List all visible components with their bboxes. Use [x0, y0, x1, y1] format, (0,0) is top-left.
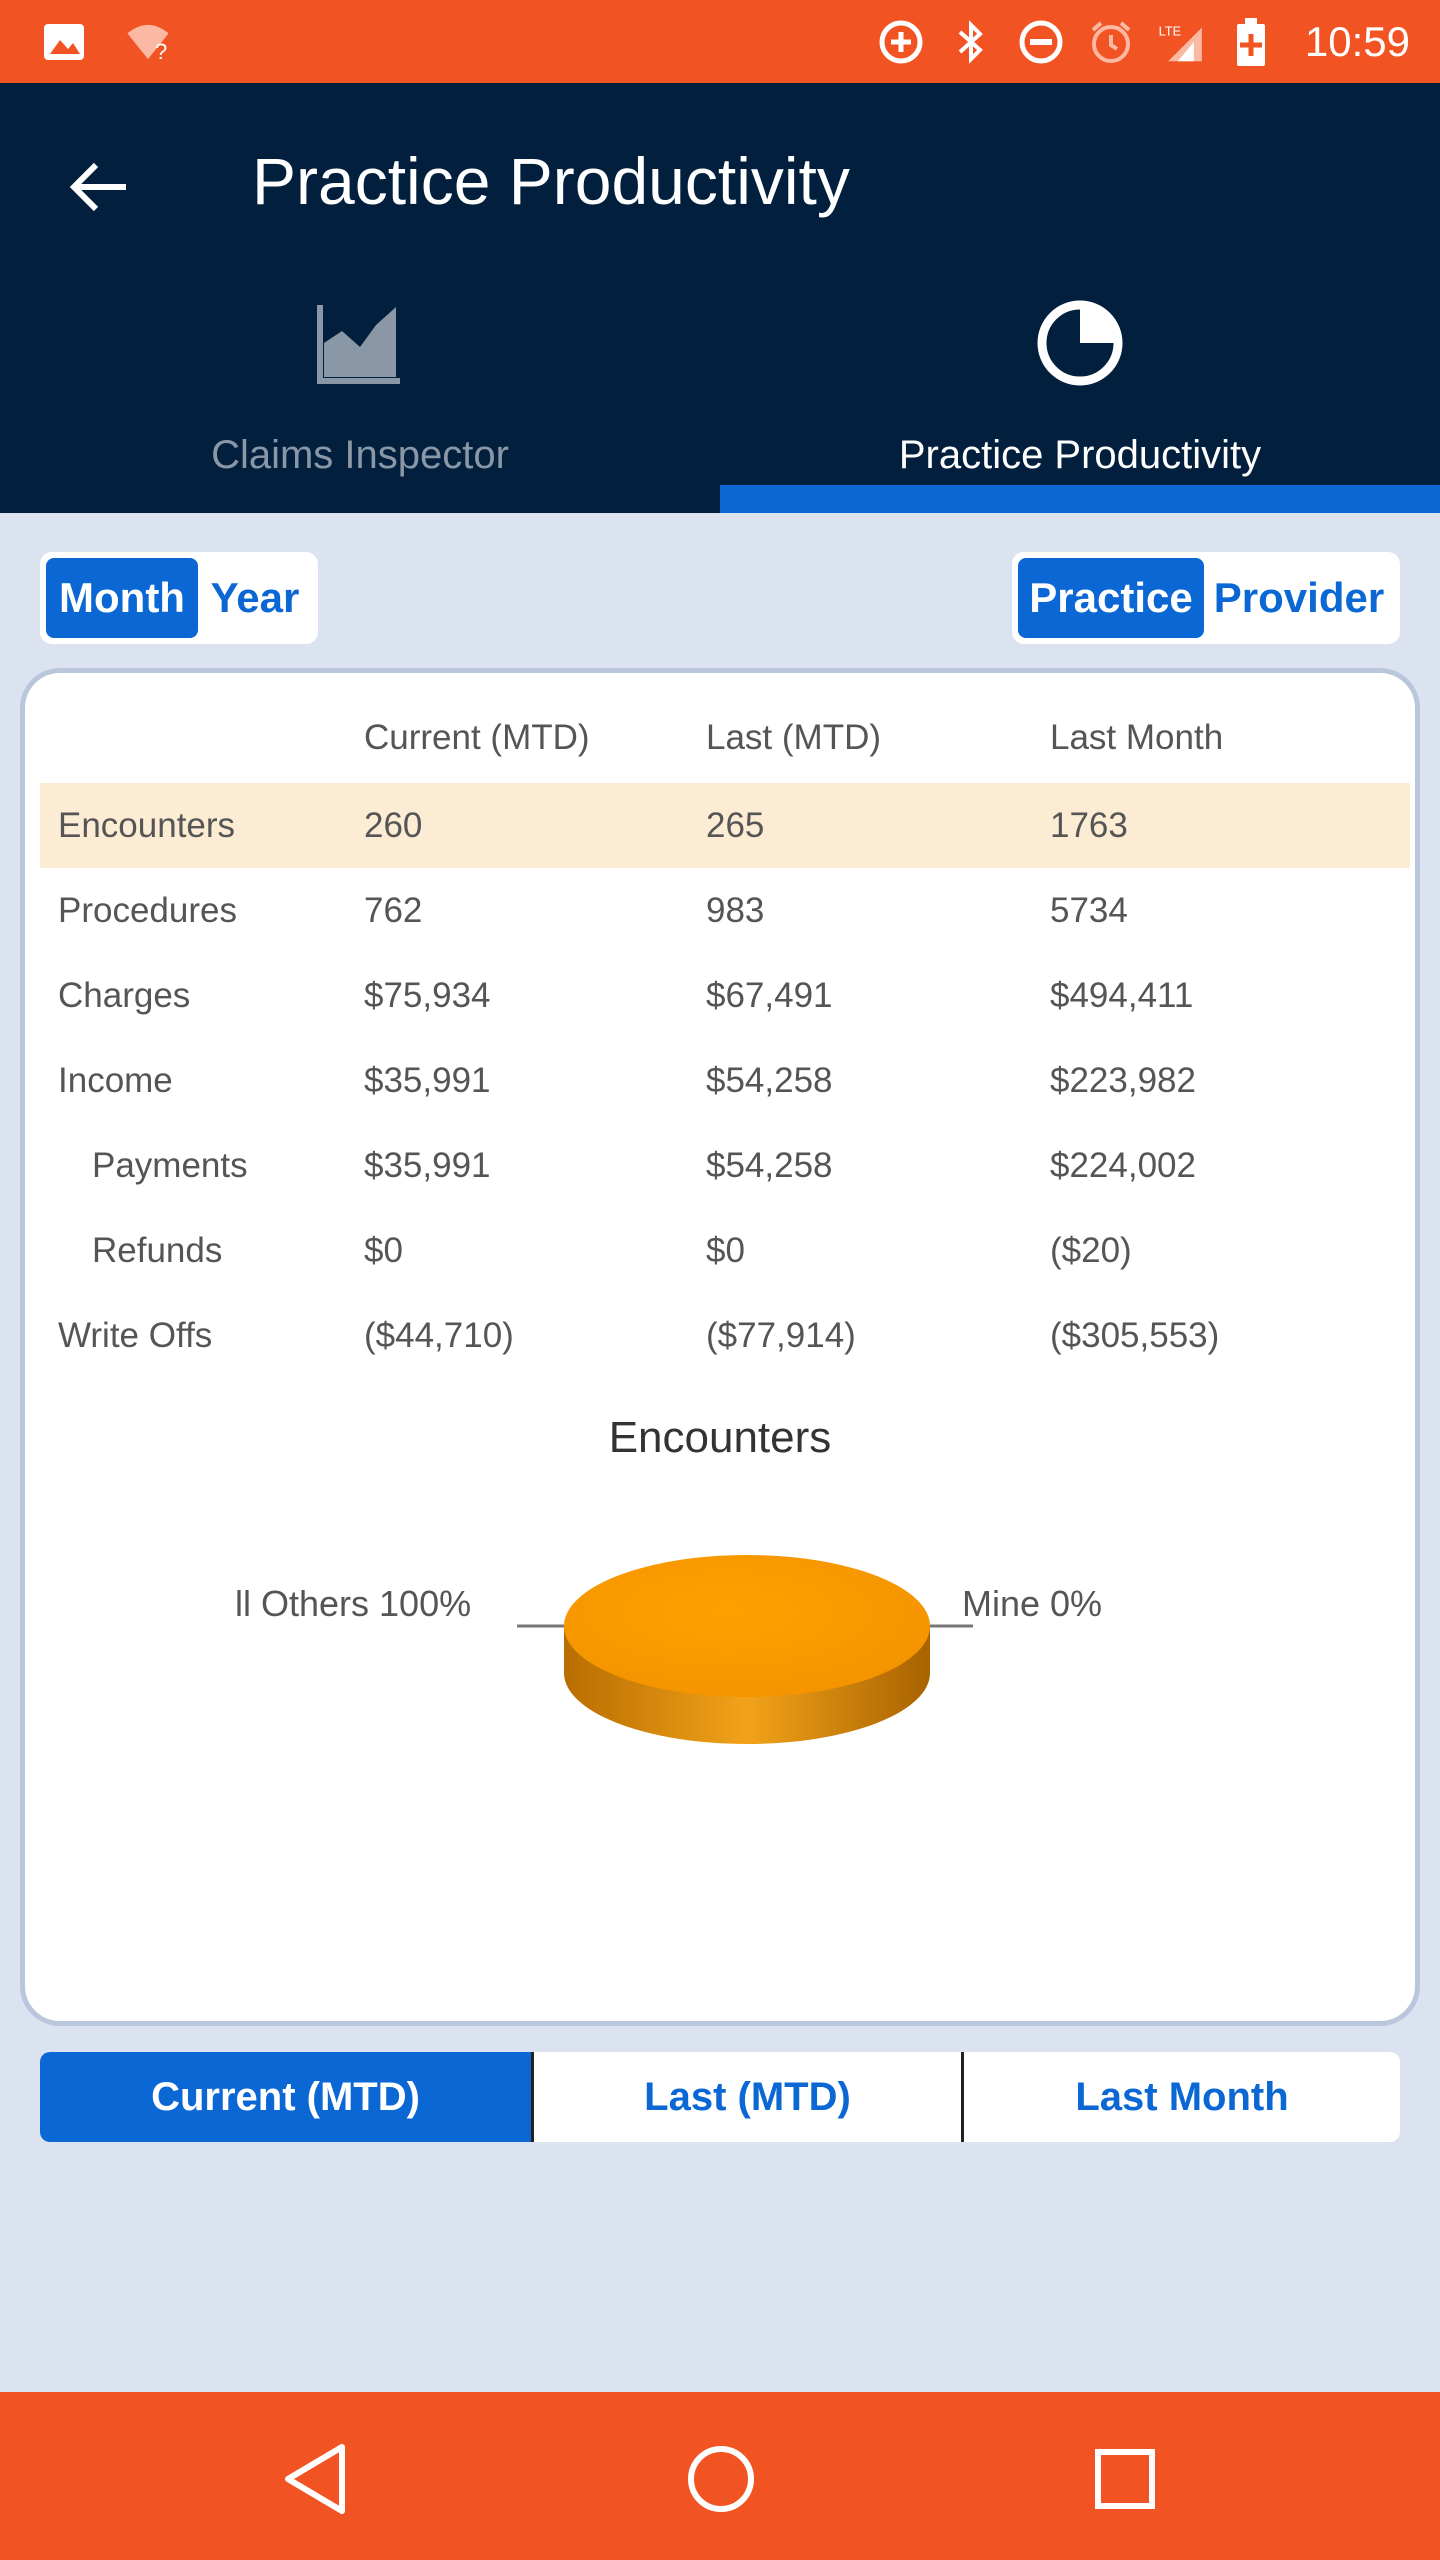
row-label: Encounters — [40, 783, 364, 868]
last-mtd-button[interactable]: Last (MTD) — [534, 2052, 964, 2142]
page-title: Practice Productivity — [252, 144, 850, 218]
app-bar: Practice Productivity Claims Inspector P… — [0, 83, 1440, 513]
table-cell: 1763 — [1050, 783, 1410, 868]
home-nav-icon — [688, 2446, 754, 2512]
row-label: Payments — [92, 1145, 248, 1185]
table-cell: ($305,553) — [1050, 1315, 1220, 1355]
active-tab-indicator — [720, 485, 1440, 513]
row-label: Procedures — [58, 890, 237, 930]
table-cell: 260 — [364, 783, 706, 868]
back-nav-icon — [285, 2444, 345, 2514]
table-row[interactable]: Write Offs ($44,710) ($77,914) ($305,553… — [40, 1293, 1410, 1378]
productivity-card: Current (MTD) Last (MTD) Last Month Enco… — [20, 668, 1420, 2026]
clock: 10:59 — [1304, 18, 1410, 65]
recents-nav-button[interactable] — [1080, 2434, 1170, 2524]
table-cell: $54,258 — [706, 1060, 833, 1100]
row-label: Refunds — [92, 1230, 223, 1270]
productivity-table: Current (MTD) Last (MTD) Last Month Enco… — [40, 693, 1410, 1378]
column-header: Last Month — [1050, 718, 1224, 757]
pie-label-mine: Mine 0% — [962, 1583, 1103, 1624]
pie-label-all-others: ll Others 100% — [235, 1583, 472, 1624]
column-header: Last (MTD) — [706, 718, 881, 757]
table-header-row: Current (MTD) Last (MTD) Last Month — [40, 693, 1410, 783]
current-mtd-button[interactable]: Current (MTD) — [40, 2052, 534, 2142]
arrow-left-icon — [69, 162, 126, 212]
table-cell: 265 — [706, 783, 1050, 868]
do-not-disturb-icon — [1017, 18, 1065, 66]
recents-nav-icon — [1095, 2449, 1155, 2509]
last-month-button[interactable]: Last Month — [1075, 2074, 1289, 2119]
bluetooth-icon — [947, 18, 995, 66]
area-chart-icon — [310, 293, 410, 393]
status-bar: ? LTE 10:59 — [0, 0, 1440, 83]
alarm-icon — [1087, 18, 1135, 66]
battery-icon — [1227, 18, 1275, 66]
practice-button[interactable]: Practice — [1018, 558, 1204, 638]
system-nav-bar — [0, 2392, 1440, 2560]
table-cell: $35,991 — [364, 1145, 491, 1185]
table-cell: $75,934 — [364, 975, 491, 1015]
table-cell: 5734 — [1050, 890, 1128, 930]
row-label: Write Offs — [58, 1315, 213, 1355]
table-cell: $54,258 — [706, 1145, 833, 1185]
table-cell: $223,982 — [1050, 1060, 1196, 1100]
table-cell: 983 — [706, 890, 765, 930]
chart-title: Encounters — [608, 1413, 832, 1462]
wifi-question-icon: ? — [124, 18, 172, 66]
table-cell: 762 — [364, 890, 423, 930]
table-row[interactable]: Income $35,991 $54,258 $223,982 — [40, 1038, 1410, 1123]
back-nav-button[interactable] — [270, 2434, 360, 2524]
table-row[interactable]: Procedures 762 983 5734 — [40, 868, 1410, 953]
table-cell: $0 — [706, 1230, 745, 1270]
back-button[interactable] — [58, 147, 138, 227]
row-label: Charges — [58, 975, 191, 1015]
table-cell: $224,002 — [1050, 1145, 1196, 1185]
table-row[interactable]: Payments $35,991 $54,258 $224,002 — [40, 1123, 1410, 1208]
svg-text:?: ? — [155, 39, 167, 64]
table-cell: ($20) — [1050, 1230, 1132, 1270]
tab-claims-inspector[interactable]: Claims Inspector — [0, 293, 720, 513]
column-header: Current (MTD) — [364, 718, 590, 757]
table-cell: $67,491 — [706, 975, 833, 1015]
table-cell: $35,991 — [364, 1060, 491, 1100]
pie-slice-all-others[interactable] — [564, 1555, 930, 1697]
image-icon — [40, 18, 88, 66]
lte-signal-icon: LTE — [1157, 18, 1205, 66]
home-nav-button[interactable] — [676, 2434, 766, 2524]
scope-toggle: Practice Provider — [1012, 552, 1400, 644]
table-row[interactable]: Charges $75,934 $67,491 $494,411 — [40, 953, 1410, 1038]
data-saver-icon — [877, 18, 925, 66]
column-header — [40, 693, 364, 783]
range-selector: Current (MTD) Last (MTD) Last Month — [40, 2052, 1400, 2142]
table-cell: ($77,914) — [706, 1315, 856, 1355]
tab-label: Practice Productivity — [898, 433, 1262, 477]
month-button[interactable]: Month — [46, 558, 198, 638]
tab-label: Claims Inspector — [211, 433, 509, 477]
table-cell: ($44,710) — [364, 1315, 514, 1355]
provider-button[interactable]: Provider — [1213, 574, 1385, 621]
encounters-pie-chart[interactable] — [235, 1533, 1155, 1793]
row-label: Income — [58, 1060, 173, 1100]
pie-chart-icon — [1030, 293, 1130, 393]
tab-practice-productivity[interactable]: Practice Productivity — [720, 293, 1440, 513]
table-row[interactable]: Encounters 260 265 1763 — [40, 783, 1410, 868]
period-toggle: Month Year — [40, 552, 318, 644]
table-cell: $0 — [364, 1230, 403, 1270]
table-cell: $494,411 — [1050, 975, 1194, 1015]
svg-text:LTE: LTE — [1158, 24, 1181, 39]
year-button[interactable]: Year — [210, 574, 300, 621]
table-row[interactable]: Refunds $0 $0 ($20) — [40, 1208, 1410, 1293]
